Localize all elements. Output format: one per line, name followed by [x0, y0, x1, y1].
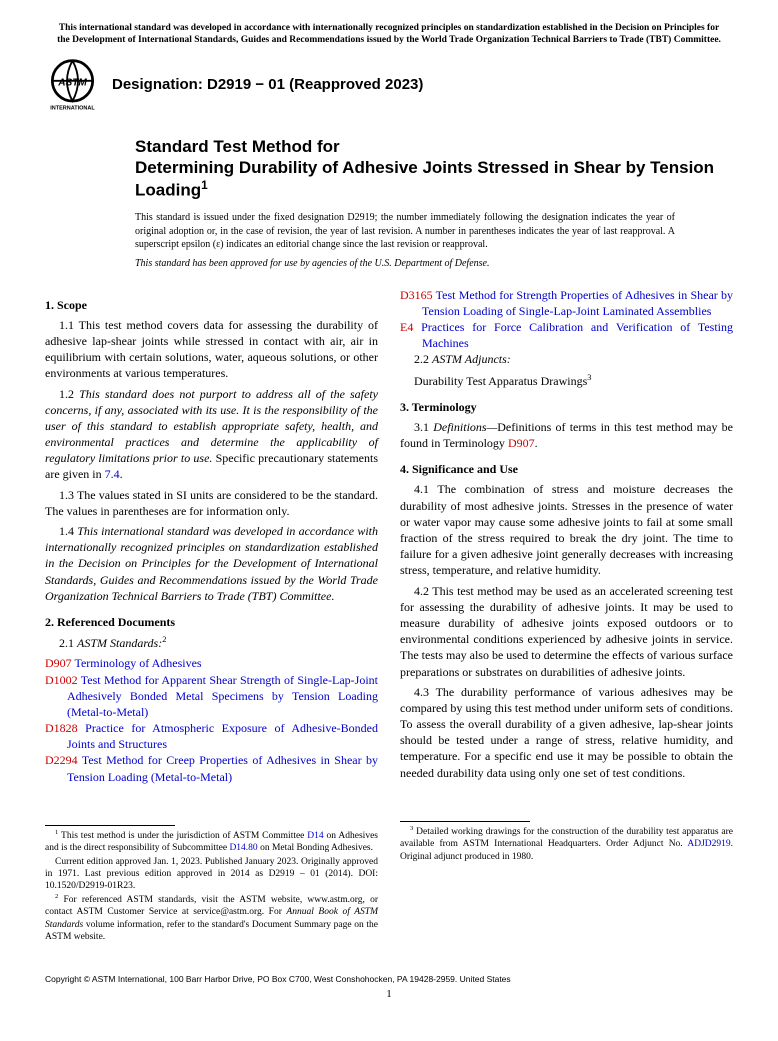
p12-lead: 1.2	[59, 387, 79, 401]
ref-d2294-text[interactable]: Test Method for Creep Properties of Adhe…	[67, 753, 378, 783]
fn3-link[interactable]: ADJD2919	[687, 839, 730, 849]
ref-d907: D907 Terminology of Adhesives	[45, 655, 378, 671]
ref-d1828: D1828 Practice for Atmospheric Exposure …	[45, 720, 378, 752]
footnote-3: 3 Detailed working drawings for the cons…	[400, 825, 733, 863]
footnote-2: 2 For referenced ASTM standards, visit t…	[45, 893, 378, 944]
fn2-t2: volume information, refer to the standar…	[45, 920, 378, 942]
para-1-4: 1.4 This international standard was deve…	[45, 523, 378, 604]
ref-e4: E4 Practices for Force Calibration and V…	[400, 319, 733, 351]
link-7-4[interactable]: 7.4	[105, 467, 120, 481]
p22-italic: ASTM Adjuncts:	[432, 352, 511, 366]
fn1-link2[interactable]: D14.80	[229, 843, 257, 853]
ref-d3165-text[interactable]: Test Method for Strength Properties of A…	[422, 288, 733, 318]
title-main: Determining Durability of Adhesive Joint…	[135, 157, 733, 201]
left-column: 1. Scope 1.1 This test method covers dat…	[45, 287, 378, 945]
ref-d1002-text[interactable]: Test Method for Apparent Shear Strength …	[67, 673, 378, 719]
footnotes-right: 3 Detailed working drawings for the cons…	[400, 825, 733, 863]
adjunct-text: Durability Test Apparatus Drawings	[414, 374, 587, 388]
footnotes-left: 1 This test method is under the jurisdic…	[45, 829, 378, 943]
footnote-rule-right	[400, 821, 530, 822]
p14-italic: This international standard was develope…	[45, 524, 378, 603]
para-3-1: 3.1 Definitions—Definitions of terms in …	[400, 419, 733, 451]
para-4-2: 4.2 This test method may be used as an a…	[400, 583, 733, 680]
top-notice: This international standard was develope…	[45, 22, 733, 47]
adjunct-sup: 3	[587, 373, 591, 382]
para-1-1: 1.1 This test method covers data for ass…	[45, 317, 378, 382]
fn1-t3: on Metal Bonding Adhesives.	[258, 843, 373, 853]
p31-it: Definitions—	[433, 420, 497, 434]
body-columns: 1. Scope 1.1 This test method covers dat…	[45, 287, 733, 945]
header-row: ASTM INTERNATIONAL Designation: D2919 − …	[45, 57, 733, 112]
section-1-head: 1. Scope	[45, 297, 378, 313]
fn3-t1: Detailed working drawings for the constr…	[400, 827, 733, 849]
p22-num: 2.2	[414, 352, 432, 366]
ref-d1002: D1002 Test Method for Apparent Shear Str…	[45, 672, 378, 721]
adjunct-line: Durability Test Apparatus Drawings3	[400, 372, 733, 389]
svg-text:INTERNATIONAL: INTERNATIONAL	[50, 105, 95, 111]
copyright-line: Copyright © ASTM International, 100 Barr…	[45, 974, 733, 984]
section-4-head: 4. Significance and Use	[400, 461, 733, 477]
astm-logo-icon: ASTM INTERNATIONAL	[45, 57, 100, 112]
ref-d1828-code[interactable]: D1828	[45, 721, 78, 735]
para-4-3: 4.3 The durability performance of variou…	[400, 684, 733, 781]
p21-italic: ASTM Standards:	[77, 636, 162, 650]
page: This international standard was develope…	[0, 0, 778, 1020]
p21-num: 2.1	[59, 636, 77, 650]
section-2-head: 2. Referenced Documents	[45, 614, 378, 630]
title-block: Standard Test Method for Determining Dur…	[135, 136, 733, 201]
issuance-note: This standard is issued under the fixed …	[135, 211, 675, 252]
title-text: Determining Durability of Adhesive Joint…	[135, 158, 714, 200]
p31-link[interactable]: D907	[508, 436, 535, 450]
section-3-head: 3. Terminology	[400, 399, 733, 415]
title-prefix: Standard Test Method for	[135, 136, 733, 157]
p31-num: 3.1	[414, 420, 433, 434]
title-super: 1	[201, 178, 208, 192]
footnote-1: 1 This test method is under the jurisdic…	[45, 829, 378, 855]
ref-d3165: D3165 Test Method for Strength Propertie…	[400, 287, 733, 319]
ref-d3165-code[interactable]: D3165	[400, 288, 433, 302]
ref-d907-code[interactable]: D907	[45, 656, 72, 670]
p12-end: .	[120, 467, 123, 481]
para-2-1: 2.1 ASTM Standards:2	[45, 634, 378, 651]
fn1-t1: This test method is under the jurisdicti…	[58, 831, 307, 841]
ref-d907-text[interactable]: Terminology of Adhesives	[72, 656, 202, 670]
svg-text:ASTM: ASTM	[57, 77, 87, 88]
p21-sup: 2	[162, 635, 166, 644]
p14-lead: 1.4	[59, 524, 77, 538]
p31-end: .	[535, 436, 538, 450]
para-1-2: 1.2 This standard does not purport to ad…	[45, 386, 378, 483]
dod-approval: This standard has been approved for use …	[135, 258, 733, 269]
ref-e4-code[interactable]: E4	[400, 320, 413, 334]
ref-e4-text[interactable]: Practices for Force Calibration and Veri…	[413, 320, 733, 350]
right-column: D3165 Test Method for Strength Propertie…	[400, 287, 733, 945]
para-2-2: 2.2 ASTM Adjuncts:	[400, 351, 733, 367]
ref-d1002-code[interactable]: D1002	[45, 673, 78, 687]
ref-d1828-text[interactable]: Practice for Atmospheric Exposure of Adh…	[67, 721, 378, 751]
ref-d2294-code[interactable]: D2294	[45, 753, 78, 767]
designation: Designation: D2919 − 01 (Reapproved 2023…	[112, 76, 423, 93]
fn1-link1[interactable]: D14	[307, 831, 323, 841]
footnote-1b: Current edition approved Jan. 1, 2023. P…	[45, 856, 378, 893]
para-4-1: 4.1 The combination of stress and moistu…	[400, 481, 733, 578]
page-number: 1	[45, 988, 733, 1000]
ref-d2294: D2294 Test Method for Creep Properties o…	[45, 752, 378, 784]
para-1-3: 1.3 The values stated in SI units are co…	[45, 487, 378, 519]
footnote-rule-left	[45, 825, 175, 826]
